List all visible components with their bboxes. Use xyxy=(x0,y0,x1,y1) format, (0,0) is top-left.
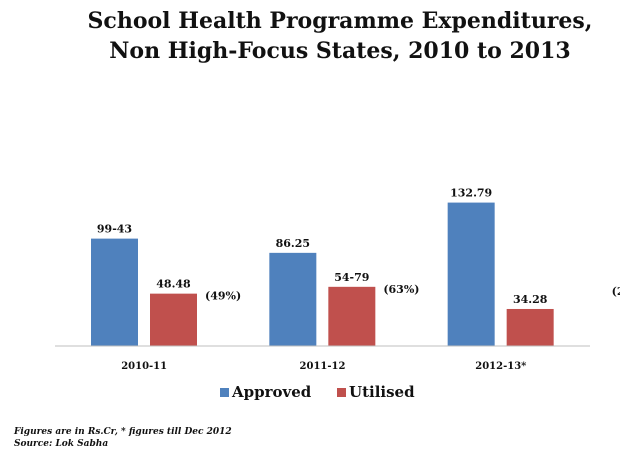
bar-approved-0 xyxy=(91,238,138,346)
data-label-approved-1: 86.25 xyxy=(276,237,310,250)
legend-swatch-utilised xyxy=(337,388,346,397)
bar-chart: 99-43 48.48 (49%) 2010-11 86.25 54-79 (63%) 201… xyxy=(55,187,620,401)
bar-utilised-2 xyxy=(506,308,554,346)
percent-annotation-0: (49%) xyxy=(205,290,241,303)
chart-title: School Health Programme Expenditures, No… xyxy=(0,6,620,66)
x-tick-label-0: 2010-11 xyxy=(121,361,167,372)
legend-label-approved: Approved xyxy=(231,383,312,401)
x-tick-label-2: 2012-13* xyxy=(475,361,527,372)
footnote-source: Source: Lok Sabha xyxy=(14,439,109,449)
legend-label-utilised: Utilised xyxy=(349,383,415,401)
footnote-block: Figures are in Rs.Cr, * figures till Dec… xyxy=(14,426,232,450)
chart-title-line-1: School Health Programme Expenditures, xyxy=(87,8,593,34)
data-label-utilised-2: 34.28 xyxy=(513,293,548,306)
footnote-units: Figures are in Rs.Cr, * figures till Dec… xyxy=(14,427,232,437)
bar-approved-1 xyxy=(269,252,317,346)
bar-utilised-1 xyxy=(328,286,376,346)
data-label-approved-0: 99-43 xyxy=(97,223,132,236)
data-label-utilised-0: 48.48 xyxy=(156,278,191,291)
x-tick-label-1: 2011-12 xyxy=(300,361,346,372)
data-label-utilised-1: 54-79 xyxy=(334,271,369,284)
bar-approved-2 xyxy=(447,202,495,346)
data-label-approved-2: 132.79 xyxy=(450,187,492,200)
bar-utilised-0 xyxy=(150,293,197,346)
chart-title-line-2: Non High-Focus States, 2010 to 2013 xyxy=(109,38,571,64)
percent-annotation-1: (63%) xyxy=(383,283,419,296)
percent-annotation-2: (26%) xyxy=(612,285,620,298)
legend-swatch-approved xyxy=(220,388,229,397)
